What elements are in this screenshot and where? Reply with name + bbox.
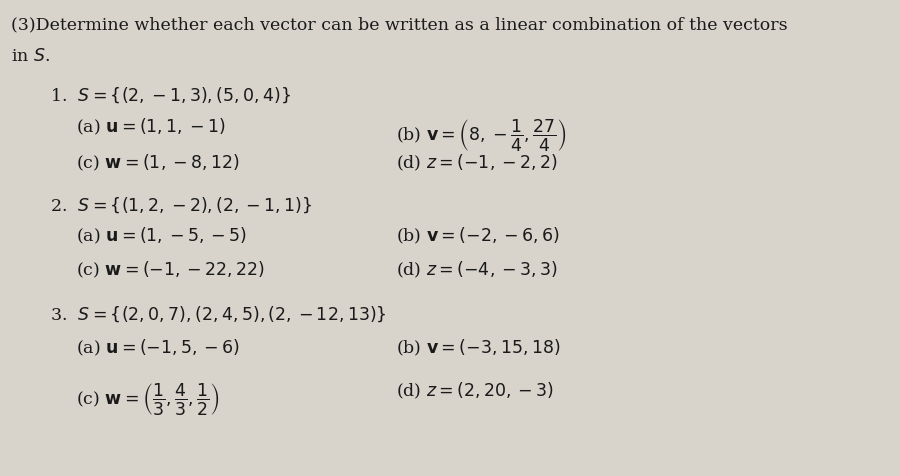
Text: (d) $z = (2,20,-3)$: (d) $z = (2,20,-3)$	[396, 381, 554, 401]
Text: 2.  $S = \{(1,2,-2),(2,-1,1)\}$: 2. $S = \{(1,2,-2),(2,-1,1)\}$	[50, 195, 312, 215]
Text: (a) $\mathbf{u} = (1,-5,-5)$: (a) $\mathbf{u} = (1,-5,-5)$	[76, 226, 248, 247]
Text: (b) $\mathbf{v} = (-2,-6,6)$: (b) $\mathbf{v} = (-2,-6,6)$	[396, 226, 560, 247]
Text: (b) $\mathbf{v} = \left(8,-\dfrac{1}{4},\dfrac{27}{4}\right)$: (b) $\mathbf{v} = \left(8,-\dfrac{1}{4},…	[396, 117, 567, 153]
Text: in $S$.: in $S$.	[11, 48, 50, 65]
Text: (c) $\mathbf{w} = (1,-8,12)$: (c) $\mathbf{w} = (1,-8,12)$	[76, 152, 240, 173]
Text: (d) $z = (-4,-3,3)$: (d) $z = (-4,-3,3)$	[396, 259, 558, 280]
Text: (a) $\mathbf{u} = (-1,5,-6)$: (a) $\mathbf{u} = (-1,5,-6)$	[76, 338, 240, 358]
Text: (a) $\mathbf{u} = (1,1,-1)$: (a) $\mathbf{u} = (1,1,-1)$	[76, 117, 226, 137]
Text: (b) $\mathbf{v} = (-3,15,18)$: (b) $\mathbf{v} = (-3,15,18)$	[396, 338, 561, 358]
Text: (c) $\mathbf{w} = \left(\dfrac{1}{3},\dfrac{4}{3},\dfrac{1}{2}\right)$: (c) $\mathbf{w} = \left(\dfrac{1}{3},\df…	[76, 381, 220, 417]
Text: 1.  $S = \{(2,-1,3),(5,0,4)\}$: 1. $S = \{(2,-1,3),(5,0,4)\}$	[50, 86, 291, 105]
Text: 3.  $S = \{(2,0,7),(2,4,5),(2,-12,13)\}$: 3. $S = \{(2,0,7),(2,4,5),(2,-12,13)\}$	[50, 305, 386, 324]
Text: (3)Determine whether each vector can be written as a linear combination of the v: (3)Determine whether each vector can be …	[11, 17, 788, 34]
Text: (c) $\mathbf{w} = (-1,-22,22)$: (c) $\mathbf{w} = (-1,-22,22)$	[76, 259, 266, 280]
Text: (d) $z = (-1,-2,2)$: (d) $z = (-1,-2,2)$	[396, 152, 558, 173]
